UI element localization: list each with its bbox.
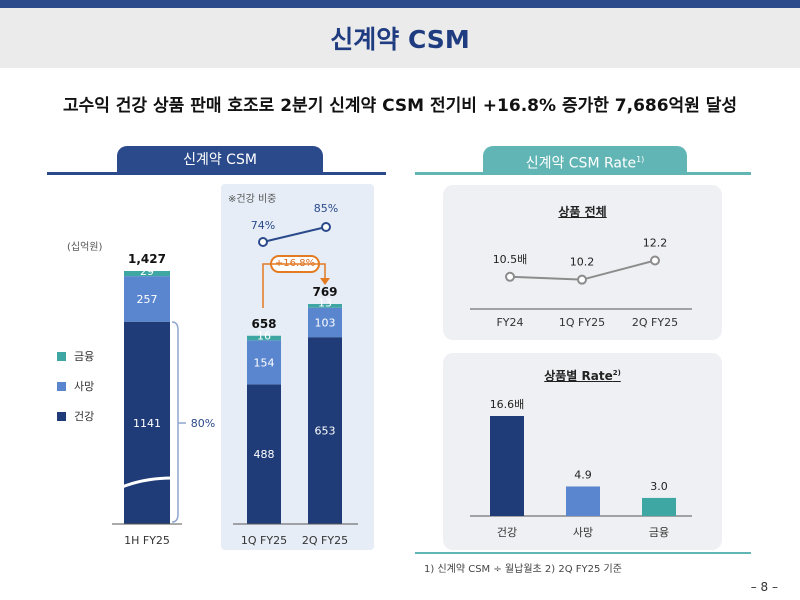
page-number: – 8 –: [750, 580, 778, 594]
bar-health-0: [124, 321, 170, 524]
top-accent-strip: [0, 0, 800, 8]
rate-section-header-label: 신계약 CSM Rate: [525, 155, 637, 172]
title-band: [0, 8, 800, 68]
bar-finance-0: [124, 271, 170, 277]
csm-section-rule: [47, 172, 386, 175]
rate-total-title: 상품 전체: [558, 205, 607, 219]
health-share-1q: 74%: [250, 219, 276, 232]
bar-death-0: [124, 276, 170, 322]
legend-item-health: 건강: [57, 410, 94, 424]
health-share-1h: 80%: [190, 417, 216, 430]
seg-label-finance-0: 29: [140, 265, 154, 278]
legend-swatch-death: [57, 382, 66, 391]
seg-label-death-0: 257: [137, 293, 158, 306]
axis-break-mark: [121, 476, 173, 489]
qoq-growth-badge: +16.8%: [270, 255, 320, 273]
headline: 고수익 건강 상품 판매 호조로 2분기 신계약 CSM 전기비 +16.8% …: [62, 96, 738, 116]
seg-label-health-0: 1141: [133, 417, 161, 430]
legend-item-finance: 금융: [57, 350, 94, 364]
legend-label-death: 사망: [74, 380, 95, 393]
quarter-panel: [221, 184, 374, 550]
legend-item-death: 사망: [57, 380, 94, 394]
csm-section-header: 신계약 CSM: [117, 146, 323, 174]
rate-bottom-rule: [415, 552, 751, 554]
unit-label: (십억원): [67, 242, 103, 253]
legend-label-finance: 금융: [74, 350, 95, 363]
legend-swatch-health: [57, 412, 66, 421]
health-bracket: [171, 321, 179, 523]
csm-section-header-label: 신계약 CSM: [183, 152, 257, 168]
legend-label-health: 건강: [74, 410, 95, 423]
page-title: 신계약 CSM: [330, 25, 470, 54]
rate-by-product-title: 상품별 Rate2): [443, 367, 722, 384]
health-share-2q: 85%: [313, 202, 339, 215]
rate-by-product-card: [443, 353, 722, 550]
rate-section-rule: [415, 172, 751, 175]
rate-section-header-sup: 1): [636, 155, 645, 164]
rate-section-header: 신계약 CSM Rate1): [483, 146, 687, 174]
qoq-growth-label: +16.8%: [274, 258, 316, 269]
footnote: 1) 신계약 CSM ÷ 월납월초 2) 2Q FY25 기준: [424, 564, 622, 575]
rate-by-product-title-text: 상품별 Rate: [544, 369, 613, 383]
x-label-0: 1H FY25: [124, 534, 170, 547]
total-label-0: 1,427: [128, 252, 166, 266]
health-share-note: ※건강 비중: [228, 194, 277, 205]
legend-swatch-finance: [57, 352, 66, 361]
rate-by-product-title-sup: 2): [612, 369, 621, 377]
